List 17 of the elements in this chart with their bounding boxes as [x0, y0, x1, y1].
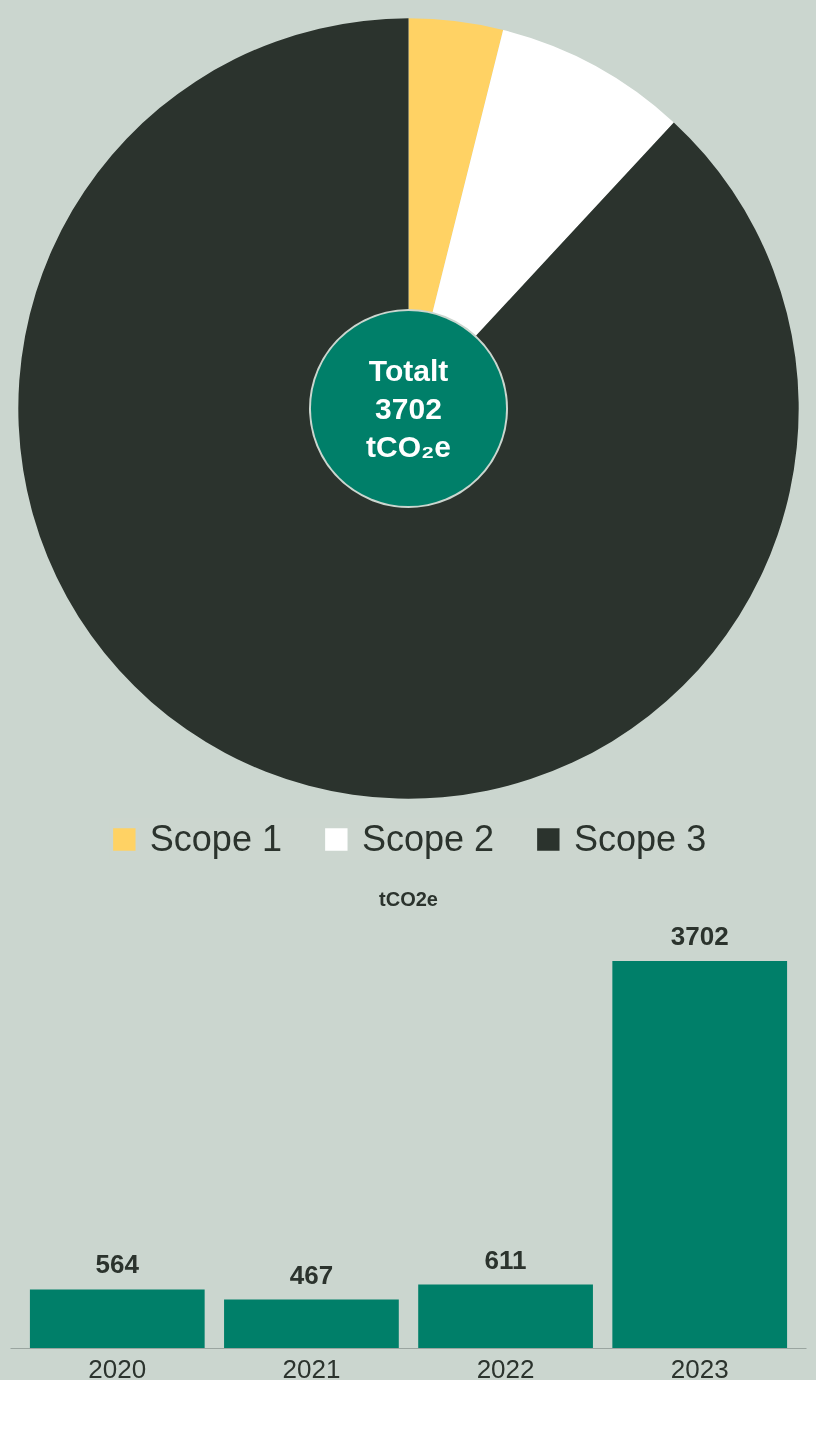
bar: [29, 1289, 205, 1349]
data-label: 611: [484, 1244, 527, 1275]
text: Totalt 3702 tCO₂e: [366, 354, 452, 463]
legend-label: Scope 3: [574, 818, 707, 860]
x-tick-label: 2023: [670, 1353, 729, 1384]
bar: [612, 961, 788, 1349]
data-label: 564: [95, 1249, 140, 1280]
data-label: 467: [289, 1259, 334, 1290]
x-tick-label: 2020: [88, 1353, 147, 1384]
data-label: 3702: [670, 921, 729, 951]
bar: [418, 1284, 593, 1349]
chart-title: tCO2e: [379, 887, 438, 910]
legend-label: Scope 1: [149, 818, 282, 860]
x-tick-label: 2021: [282, 1353, 341, 1384]
legend-label: Scope 2: [361, 818, 495, 860]
bar: [224, 1299, 399, 1349]
x-tick-label: 2022: [476, 1353, 535, 1384]
